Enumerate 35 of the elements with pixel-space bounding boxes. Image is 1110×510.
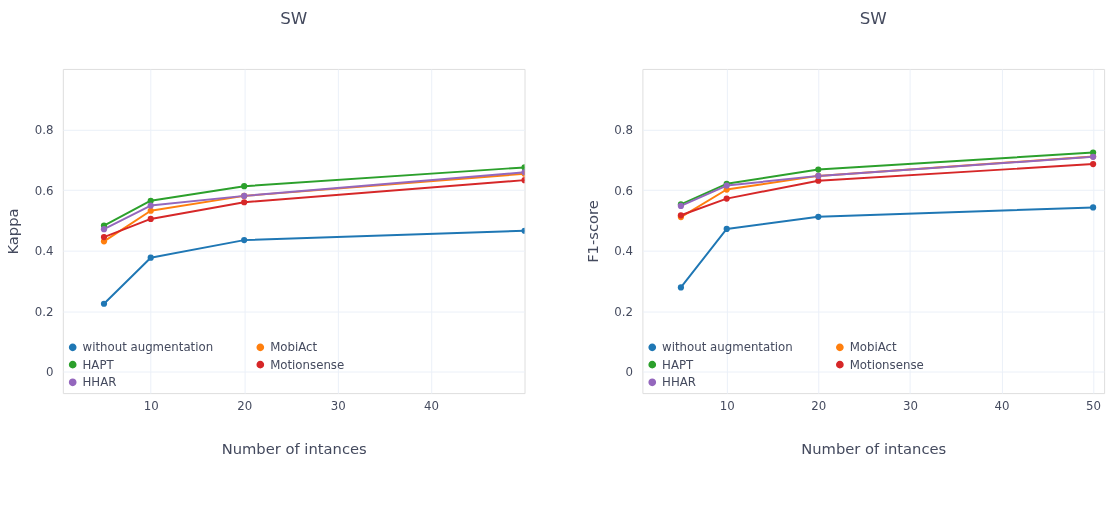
y-tick-label: 0.8 — [614, 122, 634, 137]
x-tick-label: 30 — [902, 399, 918, 414]
chart-title: SW — [280, 8, 308, 28]
y-tick-label: 0.2 — [614, 304, 634, 319]
legend-label: Motionsense — [270, 357, 345, 372]
x-tick-label: 10 — [719, 399, 735, 414]
legend-label: without augmentation — [662, 340, 793, 355]
y-tick-label: 0 — [46, 365, 54, 380]
x-tick-label: 40 — [994, 399, 1010, 414]
y-axis-title: F1-score — [583, 200, 601, 263]
x-tick-label: 40 — [424, 399, 440, 414]
x-tick-label: 10 — [143, 399, 159, 414]
y-tick-label: 0.2 — [34, 304, 54, 319]
legend-label: Motionsense — [849, 357, 924, 372]
x-tick-label: 20 — [811, 399, 827, 414]
legend-label: HAPT — [82, 357, 115, 372]
x-tick-label: 30 — [330, 399, 346, 414]
y-tick-label: 0.4 — [34, 244, 54, 259]
x-tick-label: 20 — [237, 399, 253, 414]
y-tick-label: 0.4 — [614, 244, 634, 259]
legend-label: MobiAct — [849, 340, 898, 355]
x-axis-title: Number of intances — [801, 439, 947, 457]
legend-label: HHAR — [662, 375, 696, 390]
x-axis-title: Number of intances — [221, 439, 367, 457]
legend-label: HHAR — [82, 375, 117, 390]
x-tick-label: 50 — [1086, 399, 1102, 414]
legend-label: HAPT — [662, 357, 695, 372]
legend-label: without augmentation — [82, 340, 214, 355]
y-axis-title: Kappa — [4, 208, 22, 255]
y-tick-label: 0 — [625, 365, 634, 380]
chart-title: SW — [859, 8, 887, 28]
y-tick-label: 0.6 — [614, 183, 634, 198]
legend-label: MobiAct — [270, 340, 318, 355]
y-tick-label: 0.8 — [34, 122, 54, 137]
y-tick-label: 0.6 — [34, 183, 54, 198]
